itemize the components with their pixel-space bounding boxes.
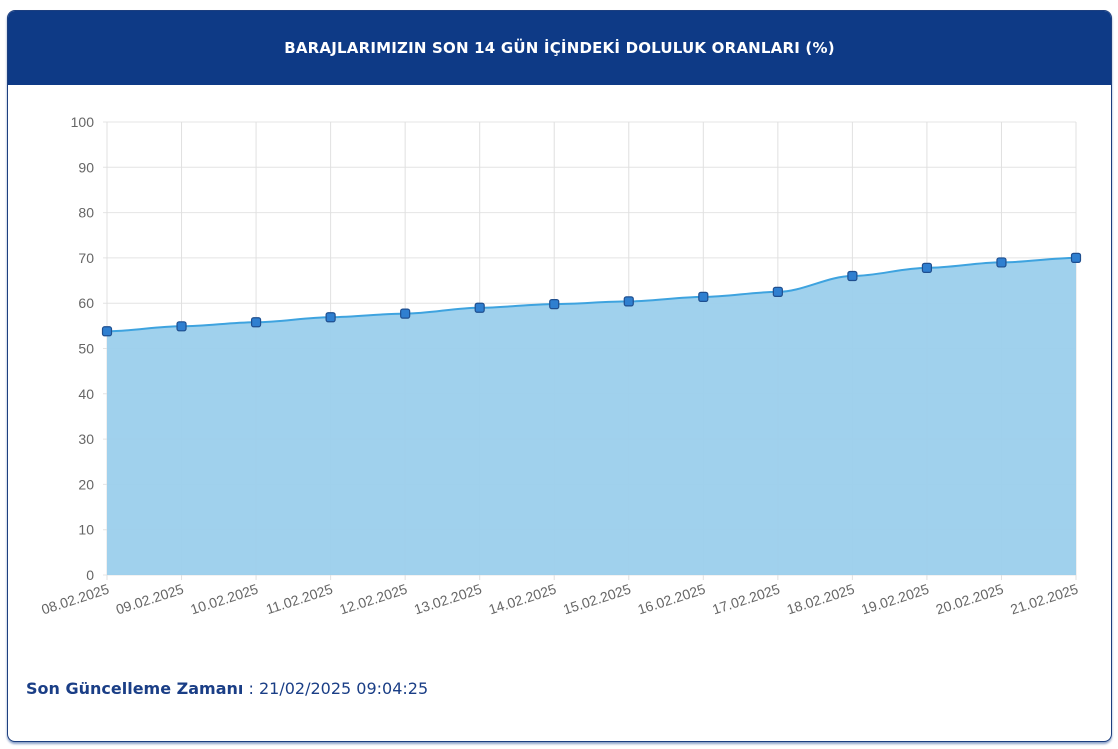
separator: : — [243, 679, 259, 698]
x-tick-label: 14.02.2025 — [487, 581, 559, 618]
y-tick-label: 100 — [71, 114, 95, 130]
series-line — [106, 256, 1077, 333]
data-point — [623, 296, 634, 307]
x-tick-label: 18.02.2025 — [785, 581, 857, 618]
data-point — [549, 299, 560, 310]
last-update-label: Son Güncelleme Zamanı — [26, 679, 244, 698]
x-tick-label: 12.02.2025 — [337, 581, 409, 618]
data-point — [325, 312, 336, 323]
x-tick-label: 11.02.2025 — [264, 581, 335, 618]
last-update: Son Güncelleme Zamanı : 21/02/2025 09:04… — [26, 679, 428, 698]
last-update-value: 21/02/2025 09:04:25 — [258, 679, 429, 698]
x-tick-label: 19.02.2025 — [859, 581, 931, 618]
data-point — [1070, 252, 1082, 263]
y-tick-label: 20 — [78, 476, 94, 492]
area-fill — [107, 257, 1076, 575]
x-tick-label: 17.02.2025 — [710, 581, 782, 618]
x-tick-label: 13.02.2025 — [412, 581, 484, 618]
y-tick-label: 90 — [78, 159, 94, 175]
data-point — [474, 302, 485, 313]
data-point — [772, 286, 783, 297]
data-point — [996, 257, 1007, 268]
data-point — [698, 291, 709, 302]
y-tick-label: 10 — [78, 522, 94, 538]
y-tick-label: 0 — [86, 567, 94, 583]
y-tick-label: 60 — [78, 295, 94, 311]
y-tick-label: 70 — [78, 250, 94, 266]
x-tick-label: 15.02.2025 — [561, 581, 633, 618]
x-tick-label: 20.02.2025 — [934, 581, 1006, 618]
data-point — [101, 326, 113, 337]
data-point — [847, 270, 858, 282]
x-tick-label: 10.02.2025 — [188, 581, 260, 618]
data-point — [250, 317, 262, 328]
data-point — [400, 308, 411, 319]
x-tick-label: 09.02.2025 — [114, 581, 186, 618]
chart-title: BARAJLARIMIZIN SON 14 GÜN İÇİNDEKİ DOLUL… — [8, 11, 1111, 85]
y-tick-label: 50 — [78, 341, 94, 357]
x-tick-label: 21.02.2025 — [1008, 581, 1080, 618]
data-point — [176, 321, 187, 332]
x-tick-label: 08.02.2025 — [39, 581, 111, 618]
y-tick-label: 30 — [78, 431, 94, 447]
data-point — [921, 262, 933, 273]
x-tick-label: 16.02.2025 — [636, 581, 708, 618]
y-tick-label: 80 — [78, 205, 94, 221]
y-tick-label: 40 — [78, 386, 94, 402]
